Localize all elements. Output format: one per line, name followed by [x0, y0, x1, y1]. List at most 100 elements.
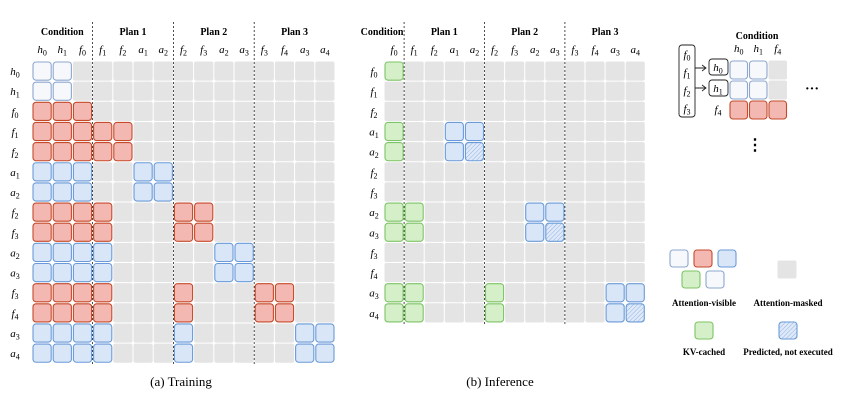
train-cell [295, 242, 315, 262]
train-cell [295, 142, 315, 162]
infer-cell [485, 142, 505, 162]
train-cell [153, 162, 173, 182]
infer-cell [505, 283, 525, 303]
inset-stack-label: f2 [683, 85, 690, 99]
train-group-label: Plan 2 [200, 27, 227, 38]
infer-cell [525, 202, 545, 222]
infer-cell [525, 182, 545, 202]
inset-row-label: f4 [714, 104, 721, 118]
train-cell [295, 283, 315, 303]
train-cell [113, 142, 133, 162]
infer-col-label: a1 [450, 44, 460, 58]
infer-cell [585, 101, 605, 121]
infer-cell [444, 101, 464, 121]
train-cell [72, 242, 93, 263]
infer-cell [565, 222, 585, 242]
infer-cell [585, 142, 605, 162]
train-cell [234, 343, 254, 363]
infer-row-label: f4 [370, 268, 377, 282]
train-cell [274, 283, 295, 303]
train-cell [72, 101, 93, 122]
infer-cell [404, 101, 424, 121]
train-cell [295, 182, 315, 202]
infer-cell [525, 81, 545, 101]
infer-col-label: f2 [431, 44, 438, 58]
infer-cell [485, 81, 505, 101]
infer-cell [625, 222, 645, 242]
infer-cell [505, 121, 525, 142]
train-cell [234, 202, 254, 222]
infer-cell [384, 263, 404, 283]
inset-cell [768, 100, 788, 120]
train-cell [32, 142, 52, 162]
infer-cell [605, 263, 625, 283]
train-cell [153, 182, 173, 202]
train-cell [274, 81, 295, 101]
train-cell [194, 61, 214, 81]
train-col-label: f3 [200, 44, 207, 58]
train-col-label: f0 [79, 44, 86, 58]
legend-attention-masked: Attention-masked [754, 298, 823, 308]
infer-cell [545, 142, 565, 162]
infer-cell [605, 202, 625, 222]
train-cell [214, 101, 234, 121]
inset-cell [768, 80, 787, 100]
train-cell [315, 61, 335, 81]
train-cell [173, 101, 194, 121]
infer-cell [424, 303, 444, 323]
train-cell [93, 323, 113, 343]
train-cell [214, 121, 234, 142]
infer-cell [424, 242, 444, 262]
inset-cell [729, 60, 749, 80]
infer-cell [384, 162, 404, 182]
inset-stack-box [678, 44, 696, 118]
train-cell [72, 222, 93, 242]
infer-cell [605, 222, 625, 242]
infer-cell [545, 61, 565, 81]
train-col-label: a1 [138, 44, 148, 58]
train-cell [315, 202, 335, 222]
infer-cell [404, 61, 424, 81]
train-cell [113, 182, 133, 202]
infer-cell [404, 182, 424, 202]
infer-cell [404, 81, 424, 101]
train-cell [194, 242, 214, 262]
train-cell [274, 182, 295, 202]
condition-inset: f0 f1 f2 f3 h0 h1 f4 h0 h1 f4 [678, 43, 788, 120]
infer-cell [545, 182, 565, 202]
train-cell [214, 222, 234, 242]
train-cell [194, 343, 214, 363]
train-row-label: f2 [11, 207, 18, 221]
train-cell [214, 81, 234, 101]
train-cell [113, 101, 133, 121]
train-cell [194, 323, 214, 343]
infer-cell [625, 263, 645, 283]
train-cell [274, 242, 295, 262]
train-cell [93, 61, 113, 81]
train-cell [153, 303, 173, 323]
infer-cell [585, 182, 605, 202]
infer-cell [484, 283, 505, 303]
train-cell [133, 343, 153, 363]
train-cell [194, 162, 214, 182]
infer-cell [485, 222, 505, 242]
inset-title: Condition [736, 31, 779, 42]
infer-group-label: Plan 2 [511, 27, 538, 38]
infer-row-label: f3 [370, 187, 377, 201]
train-cell [254, 61, 274, 81]
infer-cell [424, 182, 444, 202]
train-cell [113, 61, 133, 81]
infer-cell [605, 61, 625, 81]
train-cell [274, 202, 295, 222]
train-cell [32, 242, 52, 263]
train-cell [214, 61, 234, 81]
infer-cell [585, 303, 605, 323]
train-cell [173, 81, 194, 101]
train-cell [234, 323, 254, 343]
train-cell [32, 262, 52, 283]
train-cell [32, 101, 52, 122]
train-cell [274, 121, 295, 142]
infer-row-label: a2 [369, 147, 379, 161]
infer-cell [485, 242, 505, 262]
infer-cell [605, 303, 625, 323]
